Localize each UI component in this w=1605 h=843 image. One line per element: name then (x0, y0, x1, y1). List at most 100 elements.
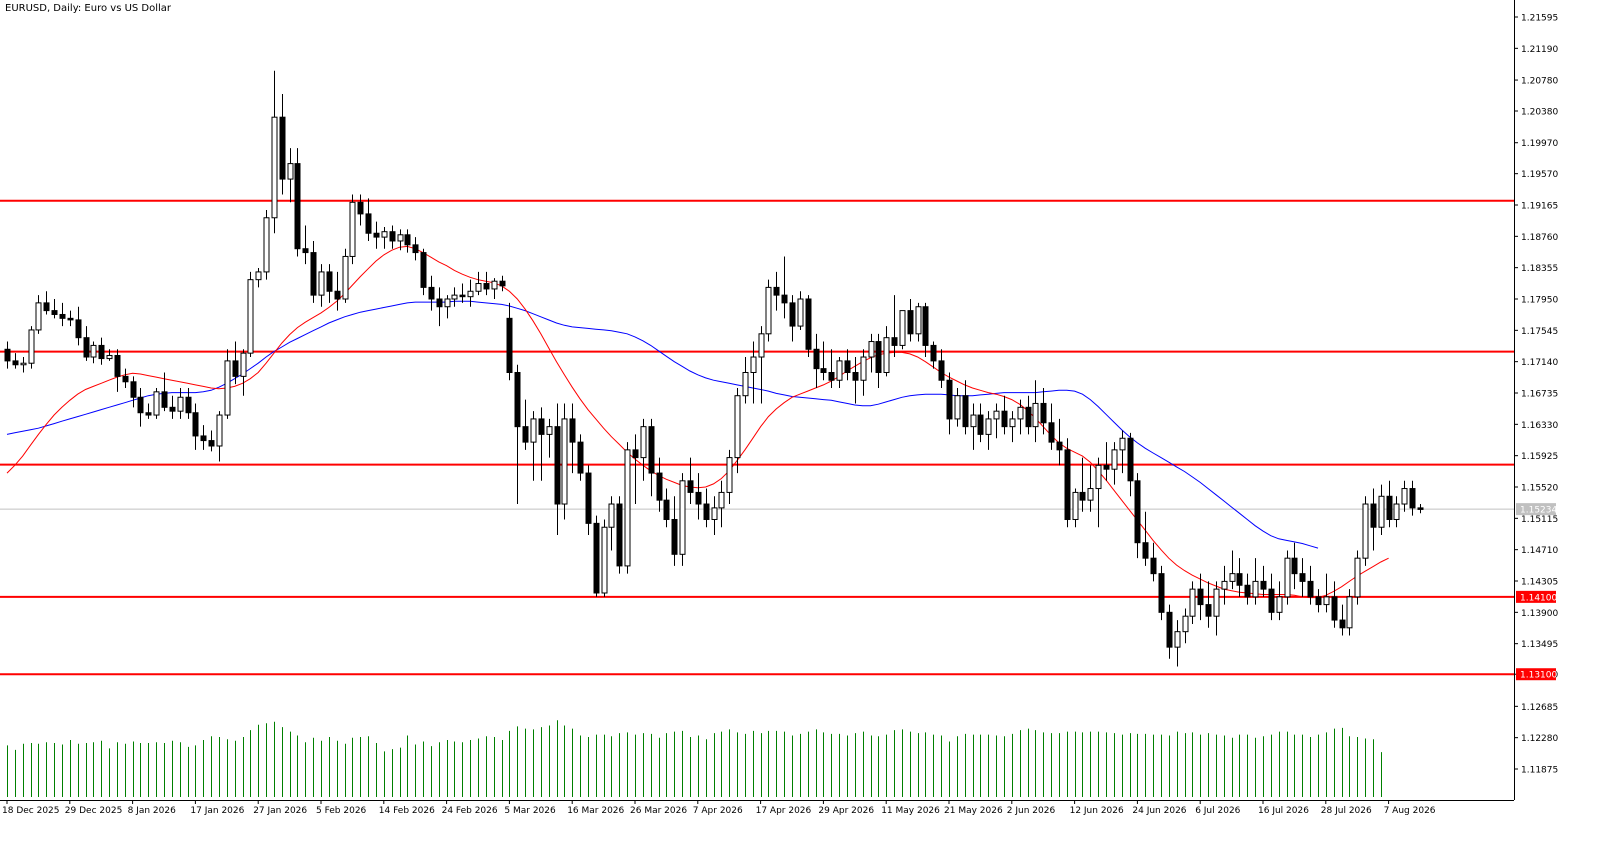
candle-body-bull (90, 344, 97, 358)
candle (1213, 581, 1220, 636)
candle-body-bear (907, 310, 914, 335)
candle (287, 148, 294, 203)
candle-body-bull (883, 337, 890, 373)
candle-body-bear (1079, 491, 1086, 501)
candle-body-bull (679, 480, 686, 555)
candle (294, 148, 301, 257)
date-tick-label: 6 Jul 2026 (1195, 806, 1240, 816)
date-tick-label: 14 Feb 2026 (379, 806, 435, 816)
candle-body-bull (726, 457, 733, 493)
candle-body-bear (844, 360, 851, 373)
candle-body-bull (287, 163, 294, 180)
candle-body-bear (1205, 604, 1212, 617)
candle-body-bear (1244, 584, 1251, 598)
candle (585, 465, 592, 535)
candle (1346, 589, 1353, 636)
candle (1025, 395, 1032, 435)
candle-body-bull (624, 449, 631, 567)
candle-body-bull (1346, 596, 1353, 629)
candle-body-bear (200, 435, 207, 442)
candle (624, 442, 631, 574)
candle-body-bull (1276, 596, 1283, 613)
date-tick-label: 11 May 2026 (881, 806, 940, 816)
current-price-label: 1.15234 (1520, 506, 1557, 516)
candle-body-bull (561, 418, 568, 505)
date-tick-label: 8 Jan 2026 (128, 806, 176, 816)
candle-body-bear (373, 232, 380, 238)
candle (577, 434, 584, 481)
candle (1150, 542, 1157, 582)
candle (679, 473, 686, 566)
candle-body-bear (977, 414, 984, 435)
price-tick-label: 1.20780 (1521, 77, 1558, 87)
candle-body-bull (640, 426, 647, 459)
candle (561, 403, 568, 520)
candle (922, 302, 929, 358)
candle-body-bull (224, 360, 231, 416)
candle (483, 271, 490, 296)
candle (765, 279, 772, 342)
candle-body-bull (28, 329, 35, 364)
candle (1182, 608, 1189, 644)
candle (1142, 511, 1149, 566)
candle-body-bear (428, 286, 435, 300)
candle-body-bear (703, 503, 710, 520)
candle-body-bull (106, 354, 113, 360)
candle-body-bear (130, 381, 137, 398)
candle-body-bull (318, 271, 325, 296)
candle (1299, 558, 1306, 597)
candle (671, 496, 678, 566)
candle-body-bull (1213, 588, 1220, 617)
candle-body-bull (608, 503, 615, 528)
candle (546, 418, 553, 458)
price-tick-label: 1.19165 (1521, 202, 1558, 212)
candle-body-bear (75, 319, 82, 339)
price-tick-label: 1.21595 (1521, 14, 1558, 24)
level-price-label-bg (1516, 590, 1556, 603)
price-tick-label: 1.13900 (1521, 609, 1558, 619)
candle (459, 283, 466, 303)
candle (4, 341, 11, 369)
date-tick-label: 21 May 2026 (944, 806, 1003, 816)
candle-body-bull (954, 395, 961, 420)
candle (1323, 573, 1330, 613)
candle (240, 349, 247, 396)
candle-body-bear (506, 317, 513, 373)
candle-body-bear (514, 371, 521, 428)
candle (67, 310, 74, 327)
price-tick-label: 1.18355 (1521, 264, 1558, 274)
candle (1307, 565, 1314, 605)
candle (428, 275, 435, 311)
candle-body-bull (1032, 402, 1039, 428)
candle-body-bull (1221, 580, 1228, 590)
candle-body-bull (758, 333, 765, 358)
candle-body-bull (1119, 437, 1126, 451)
candle (35, 295, 42, 334)
candle-body-bull (530, 418, 537, 443)
candle (349, 194, 356, 265)
candle (1236, 558, 1243, 597)
candle-body-bear (43, 302, 50, 312)
candle-body-bull (349, 201, 356, 257)
price-tick-label: 1.12280 (1521, 734, 1558, 744)
candle (1221, 565, 1228, 605)
candle-body-bull (750, 356, 757, 373)
candle-body-bull (797, 298, 804, 327)
candle (1032, 380, 1039, 443)
candle (1331, 581, 1338, 628)
price-tick-label: 1.17950 (1521, 296, 1558, 306)
candle (1072, 488, 1079, 528)
candle-body-bear (294, 163, 301, 250)
candle (1268, 573, 1275, 621)
candle (130, 376, 137, 408)
candle-body-bull (255, 271, 262, 281)
candle (247, 271, 254, 358)
candle (1401, 480, 1408, 512)
candle (977, 403, 984, 443)
candle-body-bear (1158, 573, 1165, 613)
candle (310, 240, 317, 303)
candle-body-bear (1417, 507, 1424, 510)
candle-body-bear (145, 412, 152, 416)
